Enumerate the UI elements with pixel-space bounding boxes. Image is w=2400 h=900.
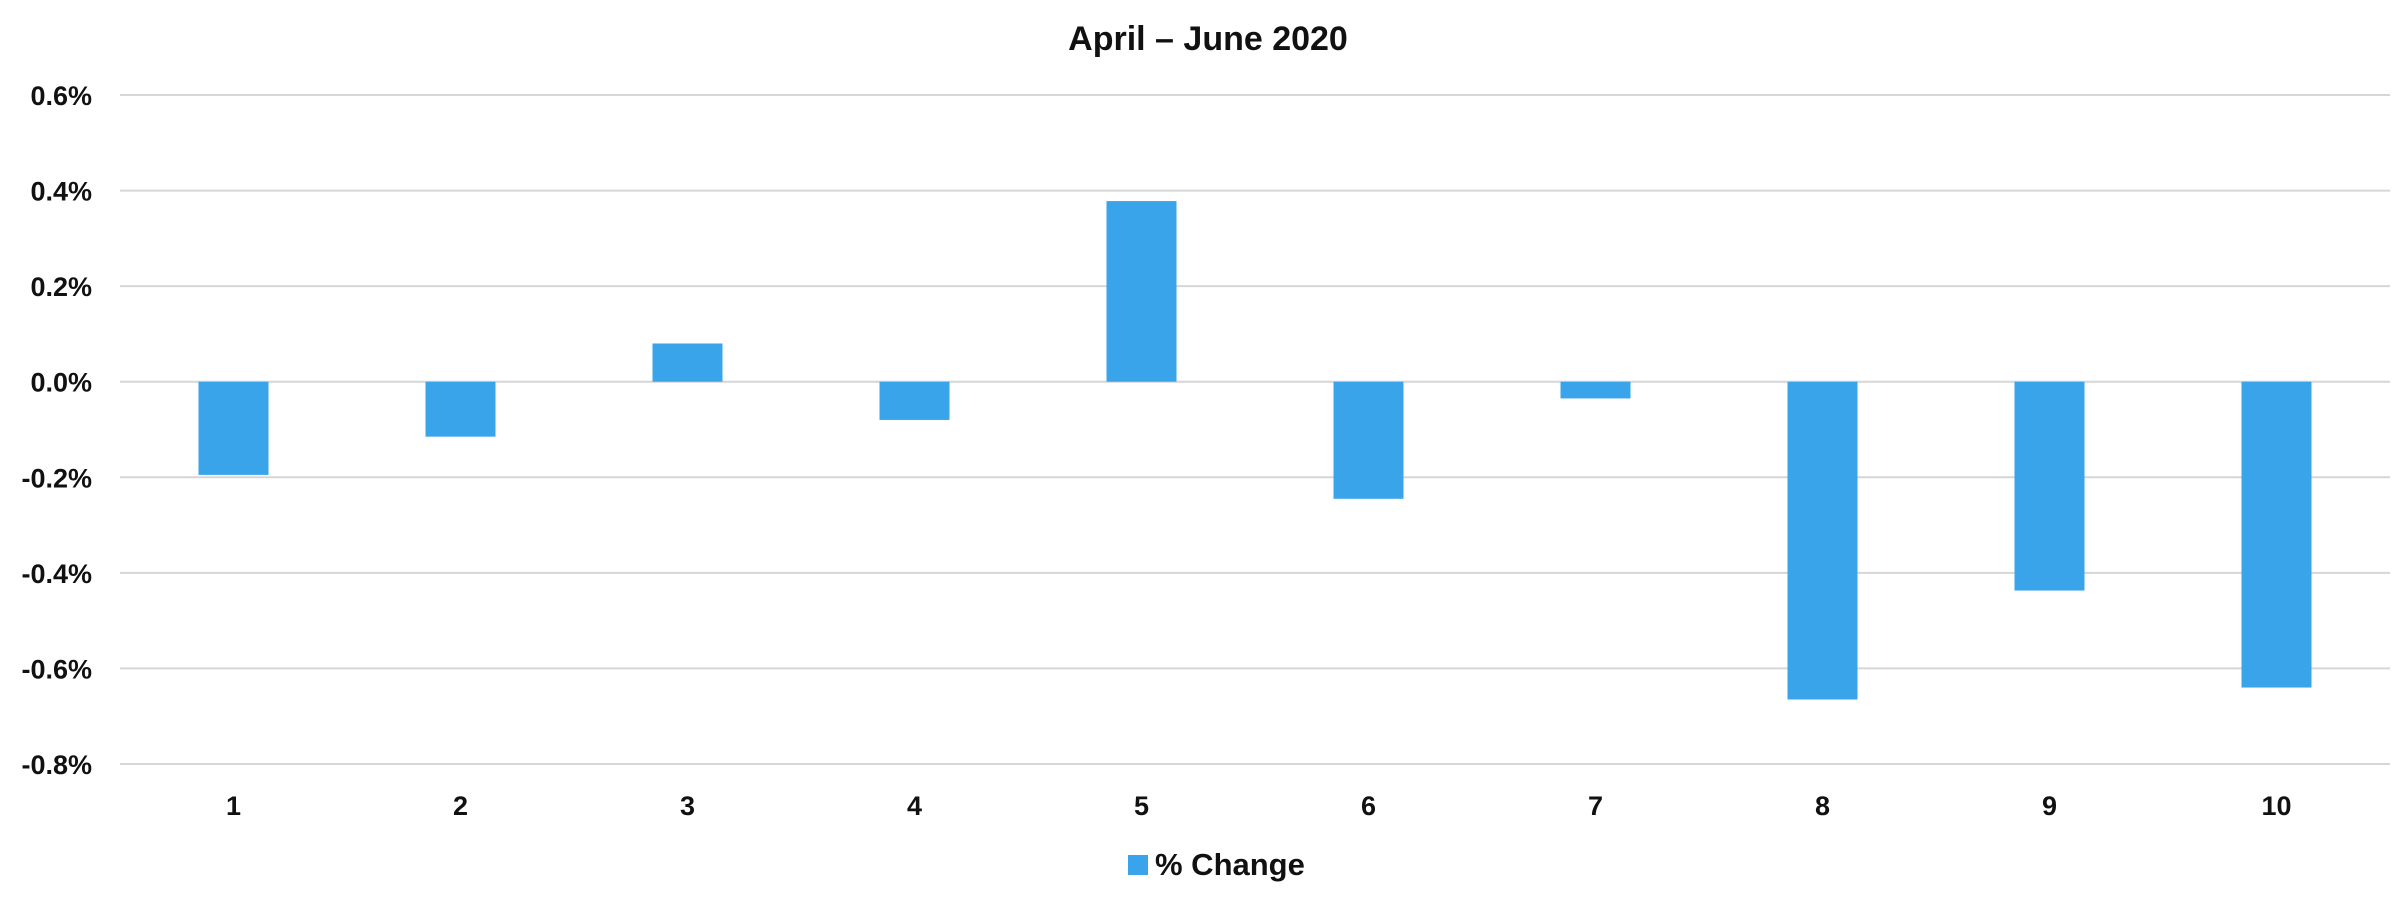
legend-label: % Change: [1155, 847, 1305, 882]
x-tick-label: 4: [907, 791, 922, 821]
y-tick-label: -0.8%: [21, 750, 92, 780]
x-tick-label: 3: [680, 791, 695, 821]
bar: [1560, 381, 1631, 399]
y-tick-label: 0.6%: [30, 81, 92, 111]
bar: [425, 381, 496, 437]
bar: [2241, 381, 2312, 688]
y-tick-label: -0.4%: [21, 559, 92, 589]
bar: [1106, 201, 1177, 382]
x-tick-label: 9: [2042, 791, 2057, 821]
legend-swatch: [1128, 855, 1148, 875]
chart-title: April – June 2020: [1068, 20, 1348, 58]
bar: [1333, 381, 1404, 499]
bar: [198, 381, 269, 475]
x-tick-label: 2: [453, 791, 468, 821]
x-tick-label: 6: [1361, 791, 1376, 821]
bar: [2014, 381, 2085, 591]
y-tick-label: 0.0%: [30, 368, 92, 398]
gridlines: [120, 94, 2390, 765]
x-tick-label: 1: [226, 791, 241, 821]
y-tick-label: -0.2%: [21, 463, 92, 493]
bar: [1787, 381, 1858, 700]
x-tick-label: 10: [2261, 791, 2291, 821]
bar: [652, 343, 723, 382]
x-axis-ticks: 1 2 3 4 5 6 7 8 9 10: [226, 791, 2292, 821]
y-tick-label: -0.6%: [21, 654, 92, 684]
bar: [879, 381, 950, 420]
x-tick-label: 5: [1134, 791, 1149, 821]
y-tick-label: 0.2%: [30, 272, 92, 302]
bars: [198, 201, 2312, 700]
legend: % Change: [1128, 847, 1305, 882]
x-tick-label: 8: [1815, 791, 1830, 821]
y-axis-ticks: 0.6% 0.4% 0.2% 0.0% -0.2% -0.4% -0.6% -0.8%: [21, 81, 92, 780]
y-tick-label: 0.4%: [30, 177, 92, 207]
x-tick-label: 7: [1588, 791, 1603, 821]
